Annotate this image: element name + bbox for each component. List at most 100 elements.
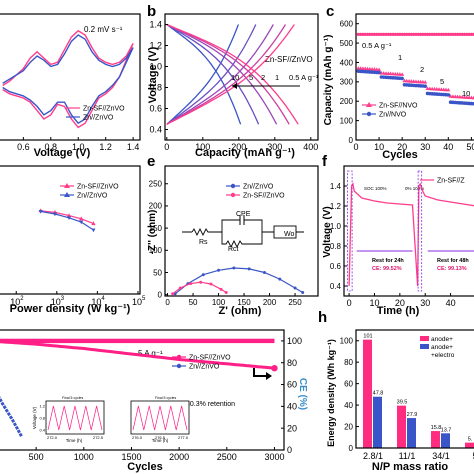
panel-c-ce-point xyxy=(395,32,400,36)
panel-a-series-1 xyxy=(2,34,134,125)
panel-h-bar xyxy=(397,405,406,448)
panel-d-legend-1-label: Zn//ZnVO xyxy=(77,193,108,200)
panel-d-xtick-label: 10 xyxy=(51,297,61,307)
panel-b-discharge-0 xyxy=(166,23,242,125)
panel-c-ce-point xyxy=(430,32,434,36)
panel-c-ce-point xyxy=(421,32,425,36)
panel-c-ce-point xyxy=(405,32,409,36)
a-xlabel: Voltage (V) xyxy=(34,147,91,159)
panel-g-ytick-label: 60 xyxy=(287,380,297,390)
b-label: Zn-SF//ZnVO xyxy=(265,55,313,64)
panel-c-ce-point xyxy=(382,32,386,36)
panel-e-point xyxy=(219,287,223,291)
c-ylabel: Capacity (mAh g⁻¹) xyxy=(323,35,334,126)
panel-c-zn-sf-point xyxy=(423,80,428,84)
panel-c-ce-point xyxy=(384,32,388,36)
panel-c-ce-point xyxy=(469,32,473,36)
panel-c-ce-point xyxy=(389,32,393,36)
panel-c-xtick-label: 40 xyxy=(443,142,453,152)
panel-c-ce-point xyxy=(423,32,427,36)
panel-b-discharge-4 xyxy=(166,23,299,125)
panel-h-bar xyxy=(465,442,474,448)
panel-h-bar xyxy=(441,433,450,448)
e-rs-label: Rs xyxy=(199,239,208,246)
panel-c-ce-point xyxy=(453,32,457,36)
panel-d-xtick-exponent: 4 xyxy=(101,296,105,302)
panel-letter-b: b xyxy=(147,3,156,20)
panel-g-ytick-label: 0 xyxy=(287,445,292,455)
panel-c-ce-point xyxy=(444,32,448,36)
panel-f-xtick-label: 30 xyxy=(420,298,430,308)
e-rct-label: Rct xyxy=(228,246,239,253)
panel-c-ce-point xyxy=(361,32,365,36)
panel-b-discharge-1 xyxy=(166,23,260,125)
panel-h-xtick-label: 5 xyxy=(472,451,474,461)
panel-b: 0 100 200 300 400 0.4 0.6 0.8 1.0 1.2 1.4 10 5 2 1 0.5 … xyxy=(149,20,318,152)
panel-e-xtick-label: 150 xyxy=(237,298,251,307)
h-ylabel: Energy density (Wh kg⁻¹) xyxy=(326,339,336,447)
panel-e-cpe-symbol xyxy=(239,215,245,225)
panel-c-ce-point xyxy=(419,32,423,36)
panel-e-xtick-label: 0 xyxy=(165,298,170,307)
panel-e-legend-1-label: Zn-SF//ZnVO xyxy=(243,193,285,200)
panel-e-point xyxy=(178,286,182,290)
panel-f: 0 10 20 30 40 0.4 0.6 0.8 1.0 1.2 1.4 Zn-SF//Z xyxy=(330,170,474,308)
panel-h-bar xyxy=(431,431,440,448)
panel-g-series-zn xyxy=(0,396,24,438)
panel-b-charge-4 xyxy=(166,24,295,125)
f-rest1-label: Rest for 24h xyxy=(372,258,404,264)
panel-letter-c: c xyxy=(326,3,334,20)
panel-g-xtick-label: 1500 xyxy=(121,452,141,462)
panel-c-ce-point xyxy=(442,32,446,36)
panel-b-ytick-label: 1.0 xyxy=(149,62,162,72)
panel-h-value-label: 101 xyxy=(363,334,372,340)
d-xlabel: Power density (W kg⁻¹) xyxy=(10,303,131,315)
panel-c-rate-label: 10 xyxy=(462,89,470,98)
panel-c-ce-point xyxy=(398,32,402,36)
panel-c-legend-0-marker xyxy=(366,102,372,107)
panel-b-ytick-label: 1.2 xyxy=(149,41,162,51)
g-inset1-ylabel: Voltage (V) xyxy=(32,406,37,429)
panel-f-xtick-label: 20 xyxy=(395,298,405,308)
panel-f-dashed-box xyxy=(417,170,423,292)
panel-e-xtick-label: 50 xyxy=(189,298,198,307)
panel-h-ytick-label: 80 xyxy=(344,358,353,367)
g-inset1-title: Final 5 cycles xyxy=(62,396,83,400)
panel-b-rate-label: 1 xyxy=(275,73,279,82)
panel-c-ce-point xyxy=(356,32,360,36)
panel-b-xtick-label: 400 xyxy=(303,142,318,152)
panel-e-point xyxy=(209,282,213,286)
panel-h-legend-label: anode+ xyxy=(431,336,453,343)
panel-f-ytick-label: 0.8 xyxy=(330,242,342,251)
panel-d-xtick-exponent: 2 xyxy=(20,296,24,302)
panel-e-point xyxy=(217,268,221,272)
panel-d-xtick-exponent: 5 xyxy=(142,296,146,302)
panel-a-xtick-label: 0.8 xyxy=(45,142,58,152)
panel-c-ce-point xyxy=(363,32,367,36)
panel-c-ce-point xyxy=(455,32,460,36)
panel-f-legend-0-label: Zn-SF//Z xyxy=(437,178,465,185)
panel-c-ce-point xyxy=(458,32,462,36)
panel-f-dashed-box xyxy=(347,170,353,292)
panel-e-ytick-label: 0 xyxy=(158,290,163,299)
panel-c-zn-point xyxy=(400,76,404,81)
panel-g-ytick-label: 100 xyxy=(287,336,302,346)
panel-b-rate-label: 2 xyxy=(261,73,265,82)
panel-d-xtick-label: 10 xyxy=(10,297,20,307)
f-rest2-label: Rest for 48h xyxy=(437,258,469,264)
panel-g-xtick-label: 2000 xyxy=(169,452,189,462)
panel-b-xtick-label: 300 xyxy=(267,142,282,152)
panel-e-ytick-label: 250 xyxy=(149,180,163,189)
panel-g-inset-1-ytick-label: 0.8 xyxy=(39,416,45,421)
panel-letter-f: f xyxy=(322,153,328,170)
panel-a-legend-1-label: Zn//ZnVO xyxy=(83,115,114,122)
panel-h-xtick-label: 2.8/1 xyxy=(363,451,383,461)
panel-h-value-label: 27.9 xyxy=(407,412,418,418)
panel-c-xtick-label: 30 xyxy=(420,142,430,152)
panel-h-value-label: 47.8 xyxy=(373,391,384,397)
panel-c-ce-point xyxy=(416,32,420,36)
panel-b-xtick-label: 200 xyxy=(231,142,246,152)
panel-h-bar xyxy=(363,339,372,448)
panel-c-rate-label: 0.5 A g⁻¹ xyxy=(362,41,392,50)
b-xlabel: Capacity (mAh g⁻¹) xyxy=(195,147,295,159)
